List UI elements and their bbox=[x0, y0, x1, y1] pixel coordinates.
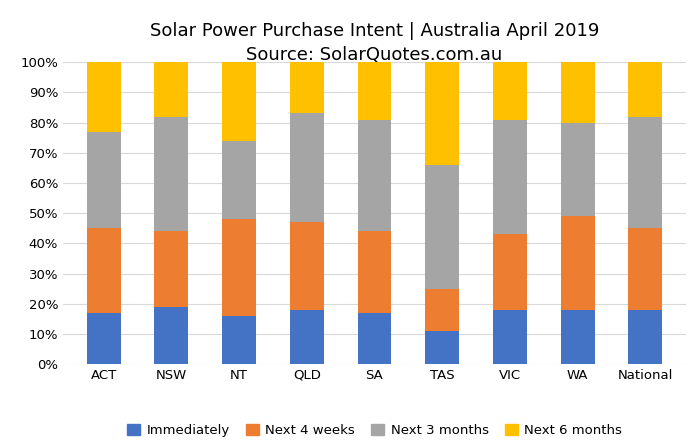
Bar bbox=[290, 310, 323, 364]
Bar bbox=[561, 310, 594, 364]
Legend: Immediately, Next 4 weeks, Next 3 months, Next 6 months: Immediately, Next 4 weeks, Next 3 months… bbox=[122, 418, 627, 442]
Bar bbox=[629, 228, 662, 310]
Bar bbox=[426, 62, 459, 165]
Bar bbox=[561, 216, 594, 310]
Bar bbox=[155, 307, 188, 364]
Bar bbox=[561, 62, 594, 123]
Bar bbox=[493, 310, 527, 364]
Bar bbox=[561, 123, 594, 216]
Bar bbox=[155, 62, 188, 116]
Bar bbox=[426, 331, 459, 364]
Bar bbox=[155, 116, 188, 231]
Bar bbox=[87, 228, 120, 313]
Bar bbox=[629, 62, 662, 116]
Bar bbox=[358, 62, 391, 119]
Text: Solar Power Purchase Intent | Australia April 2019: Solar Power Purchase Intent | Australia … bbox=[150, 22, 599, 40]
Bar bbox=[87, 131, 120, 228]
Bar bbox=[87, 62, 120, 131]
Bar bbox=[358, 313, 391, 364]
Bar bbox=[358, 119, 391, 231]
Bar bbox=[290, 222, 323, 310]
Bar bbox=[493, 234, 527, 310]
Bar bbox=[87, 313, 120, 364]
Bar bbox=[629, 116, 662, 228]
Bar bbox=[629, 310, 662, 364]
Bar bbox=[222, 316, 256, 364]
Bar bbox=[290, 62, 323, 114]
Bar bbox=[493, 62, 527, 119]
Bar bbox=[222, 141, 256, 219]
Bar bbox=[290, 114, 323, 222]
Bar bbox=[222, 219, 256, 316]
Text: Source: SolarQuotes.com.au: Source: SolarQuotes.com.au bbox=[246, 47, 503, 64]
Bar bbox=[155, 231, 188, 307]
Bar bbox=[426, 165, 459, 289]
Bar bbox=[493, 119, 527, 234]
Bar bbox=[426, 289, 459, 331]
Bar bbox=[222, 62, 256, 141]
Bar bbox=[358, 231, 391, 313]
